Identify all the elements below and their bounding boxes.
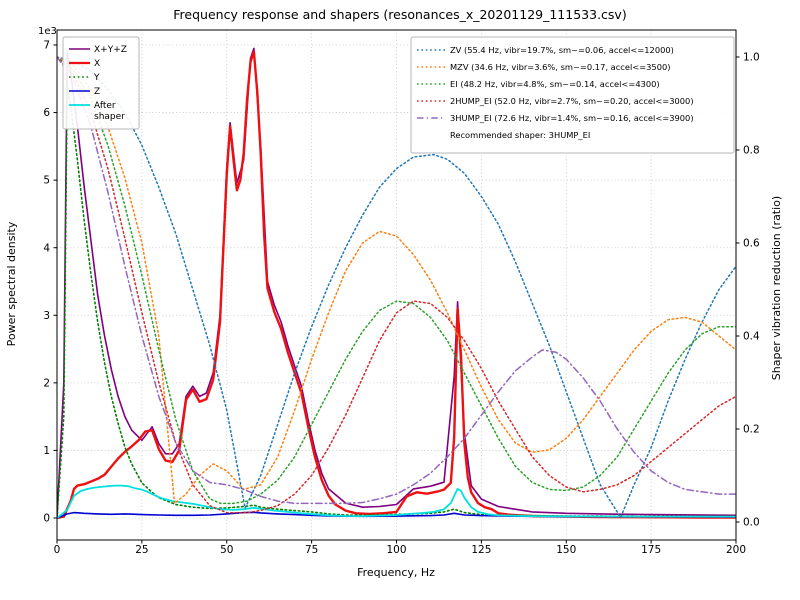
legend-shapers: ZV (55.4 Hz, vibr=19.7%, sm~=0.06, accel… bbox=[410, 36, 735, 154]
series-y-line bbox=[57, 84, 736, 519]
x-tick-label: 100 bbox=[386, 544, 406, 556]
y-right-tick-label: 0.2 bbox=[743, 424, 760, 436]
x-tick-label: 150 bbox=[556, 544, 576, 556]
legend-psd-label: X+Y+Z bbox=[94, 45, 127, 55]
legend-psd-label: X bbox=[94, 59, 100, 69]
y-left-tick-label: 7 bbox=[43, 40, 50, 52]
y-left-tick-label: 0 bbox=[43, 513, 50, 525]
plot-series bbox=[57, 47, 736, 520]
legend-shaper-label: 3HUMP_EI (72.6 Hz, vibr=1.4%, sm~=0.16, … bbox=[450, 113, 694, 123]
y-right-tick-label: 0.6 bbox=[743, 238, 760, 250]
series-3hump-ei-line bbox=[57, 56, 736, 505]
chart-title: Frequency response and shapers (resonanc… bbox=[173, 7, 626, 22]
legend-psd-label: shaper bbox=[94, 112, 125, 122]
legend-shaper-label: ZV (55.4 Hz, vibr=19.7%, sm~=0.06, accel… bbox=[450, 45, 674, 55]
legend-psd-label: After bbox=[94, 101, 116, 111]
y-right-axis-label: Shaper vibration reduction (ratio) bbox=[770, 196, 783, 380]
series-mzv-line bbox=[57, 56, 736, 505]
legend-psd-label: Y bbox=[93, 73, 100, 83]
x-tick-label: 50 bbox=[220, 544, 233, 556]
x-tick-label: 25 bbox=[135, 544, 148, 556]
series-2hump-ei-line bbox=[57, 56, 736, 514]
y-left-axis-label: Power spectral density bbox=[5, 221, 18, 346]
series-zv-line bbox=[57, 56, 736, 519]
x-tick-label: 0 bbox=[54, 544, 61, 556]
y-left-tick-label: 4 bbox=[43, 242, 50, 254]
x-tick-label: 75 bbox=[305, 544, 318, 556]
y-left-tick-label: 1 bbox=[43, 445, 50, 457]
y-right-tick-label: 0.0 bbox=[743, 517, 760, 529]
x-tick-label: 175 bbox=[641, 544, 661, 556]
x-axis-label: Frequency, Hz bbox=[357, 566, 435, 579]
x-tick-label: 200 bbox=[726, 544, 746, 556]
legend-shaper-label: 2HUMP_EI (52.0 Hz, vibr=2.7%, sm~=0.20, … bbox=[450, 96, 694, 106]
y-left-tick-label: 3 bbox=[43, 310, 50, 322]
y-left-tick-label: 2 bbox=[43, 377, 50, 389]
y-right-tick-label: 1.0 bbox=[743, 52, 760, 64]
series-ei-line bbox=[57, 56, 736, 505]
series-after-shaper-line bbox=[57, 484, 736, 519]
legend-shaper-label: EI (48.2 Hz, vibr=4.8%, sm~=0.14, accel<… bbox=[450, 79, 660, 89]
recommended-shaper-annotation: Recommended shaper: 3HUMP_EI bbox=[450, 130, 590, 140]
y-left-tick-label: 6 bbox=[43, 107, 50, 119]
legend-shapers-frame bbox=[410, 36, 735, 154]
legend-psd-label: Z bbox=[94, 87, 100, 97]
y-right-tick-label: 0.4 bbox=[743, 331, 760, 343]
y-left-tick-label: 5 bbox=[43, 175, 50, 187]
legend-shaper-label: MZV (34.6 Hz, vibr=3.6%, sm~=0.17, accel… bbox=[450, 62, 671, 72]
tick-labels: 0 25 50 75 100 125 150 175 200 0 1 2 3 4 5 6 7 0.0 0.2 0.4 0… bbox=[43, 40, 760, 556]
y-right-tick-label: 0.8 bbox=[743, 145, 760, 157]
legend-psd-frame bbox=[62, 36, 140, 130]
x-tick-label: 125 bbox=[471, 544, 491, 556]
y-axis-offset-label: 1e3 bbox=[38, 26, 57, 37]
tick-marks bbox=[53, 44, 740, 544]
series-z-line bbox=[57, 511, 736, 519]
series-x-line bbox=[57, 50, 736, 520]
